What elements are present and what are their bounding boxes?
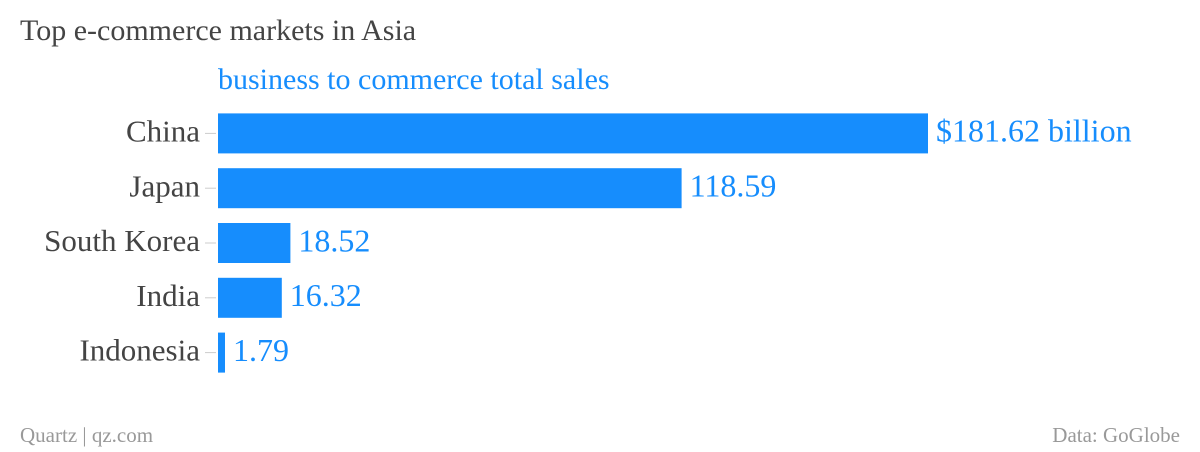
value-label: $181.62 billion: [936, 113, 1132, 149]
bar: [218, 113, 928, 154]
bar: [218, 168, 682, 209]
category-label: Japan: [129, 168, 200, 203]
value-label: 18.52: [298, 222, 370, 258]
bar: [218, 277, 282, 318]
credit: Quartz | qz.com: [20, 423, 153, 447]
bar: [218, 223, 291, 263]
category-label: Indonesia: [79, 333, 200, 368]
category-label: India: [136, 278, 200, 313]
source: Data: GoGlobe: [1052, 423, 1180, 447]
bar: [218, 332, 225, 373]
category-label: South Korea: [44, 223, 200, 258]
value-label: 1.79: [233, 332, 289, 368]
chart-subtitle: business to commerce total sales: [218, 63, 610, 96]
value-label: 118.59: [690, 168, 777, 204]
value-label: 16.32: [290, 277, 362, 313]
category-label: China: [126, 114, 200, 149]
chart-title: Top e-commerce markets in Asia: [20, 14, 416, 47]
